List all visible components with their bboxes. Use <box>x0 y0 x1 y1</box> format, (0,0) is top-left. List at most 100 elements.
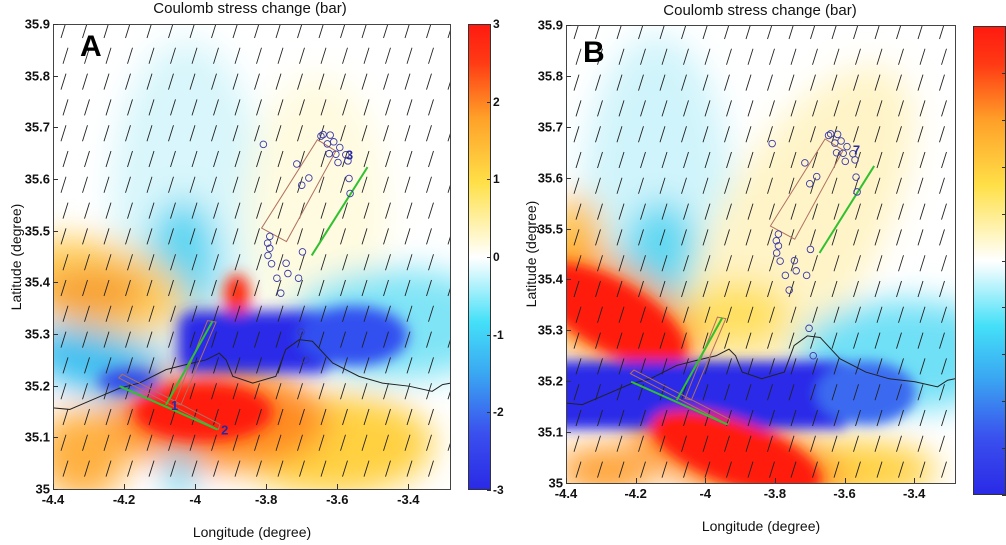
stress-axis-mark <box>747 409 754 427</box>
stress-axis-mark <box>745 435 752 452</box>
y-axis-label: Latitude (degree) <box>523 200 539 308</box>
stress-axis-mark <box>363 202 370 219</box>
stress-axis-mark <box>82 279 88 297</box>
stress-axis-mark <box>82 176 88 193</box>
stress-axis-mark <box>790 151 797 169</box>
stress-axis-mark <box>168 434 174 451</box>
stress-axis-mark <box>702 74 709 91</box>
stress-axis-mark <box>941 461 947 478</box>
earthquake-event-marker <box>839 149 847 157</box>
stress-axis-mark <box>232 125 239 142</box>
stress-axis-mark <box>833 461 840 478</box>
earthquake-event-marker <box>344 157 352 165</box>
stress-axis-mark <box>363 357 370 374</box>
stress-axis-mark <box>616 177 623 194</box>
stress-axis-mark <box>211 331 217 348</box>
stress-axis-mark <box>747 255 754 272</box>
stress-axis-mark <box>812 255 818 272</box>
y-tick-label: 35.4 <box>24 274 50 290</box>
stress-axis-mark <box>747 306 754 323</box>
stress-axis-mark <box>232 434 239 451</box>
x-tick-mark <box>844 478 846 483</box>
stress-axis-mark <box>810 126 816 143</box>
earthquake-event-marker <box>332 150 340 158</box>
stress-axis-mark <box>810 435 816 452</box>
stress-axis-mark <box>618 255 625 272</box>
stress-axis-mark <box>659 177 666 194</box>
stress-axis-mark <box>428 99 434 116</box>
stress-axis-mark <box>234 254 241 271</box>
stress-axis-mark <box>595 177 601 194</box>
stress-axis-mark <box>788 384 795 401</box>
stress-axis-mark <box>745 74 752 91</box>
stress-axis-mark <box>148 408 155 426</box>
stress-axis-mark <box>363 408 370 426</box>
stress-axis-mark <box>213 305 219 322</box>
stress-axis-mark <box>702 229 709 246</box>
stress-axis-mark <box>60 383 67 400</box>
fault-trace <box>165 320 214 406</box>
stress-axis-mark <box>404 176 411 193</box>
colorbar-tick-mark <box>1002 354 1006 356</box>
stress-axis-mark <box>361 279 368 297</box>
stress-axis-mark <box>831 435 838 452</box>
earthquake-event-marker <box>323 140 332 148</box>
y-tick-mark <box>566 25 571 26</box>
stress-axis-mark <box>919 409 926 427</box>
stress-axis-mark <box>833 255 840 272</box>
stress-axis-mark <box>363 305 370 322</box>
stress-axis-mark <box>168 73 174 90</box>
stress-axis-mark <box>833 203 840 220</box>
stress-axis-mark <box>275 73 282 90</box>
stress-axis-mark <box>769 461 775 478</box>
stress-axis-mark <box>876 255 883 272</box>
stress-axis-mark <box>340 434 346 451</box>
stress-axis-mark <box>876 203 883 220</box>
stress-axis-mark <box>573 229 580 246</box>
stress-axis-mark <box>595 332 601 349</box>
stress-axis-mark <box>406 357 413 374</box>
stress-axis-mark <box>60 73 67 90</box>
stress-axis-mark <box>876 461 883 478</box>
x-axis-label: Longitude (degree) <box>701 518 821 534</box>
stress-axis-mark <box>406 460 413 477</box>
stress-axis-mark <box>704 48 711 65</box>
stress-axis-mark <box>640 358 646 375</box>
stress-axis-mark <box>254 228 260 245</box>
colorbar-tick-mark <box>487 257 491 258</box>
stress-axis-mark <box>277 305 284 322</box>
stress-axis-mark <box>428 202 434 219</box>
stress-axis-mark <box>575 255 582 272</box>
stress-axis-mark <box>595 74 601 91</box>
stress-axis-mark <box>640 203 646 220</box>
colorbar-tick-mark <box>1002 260 1006 262</box>
colorbar-tick-label: -3 <box>493 483 504 497</box>
stress-axis-mark <box>148 99 155 116</box>
earthquake-event-marker <box>259 140 268 149</box>
stress-axis-mark <box>62 99 69 116</box>
earthquake-event-marker <box>776 257 784 265</box>
stress-axis-mark <box>661 255 668 272</box>
stress-axis-mark <box>234 47 241 64</box>
stress-axis-mark <box>404 125 411 142</box>
stress-axis-mark <box>575 306 582 323</box>
stress-axis-mark <box>82 125 88 142</box>
stress-axis-mark <box>919 358 926 375</box>
stress-axis-mark <box>275 125 282 142</box>
stress-axis-mark <box>853 126 859 143</box>
stress-axis-mark <box>704 461 711 478</box>
stress-axis-mark <box>406 408 413 426</box>
earthquake-event-marker <box>293 160 301 168</box>
stress-axis-mark <box>277 99 284 116</box>
stress-axis-mark <box>168 331 174 348</box>
stress-axis-mark <box>404 434 411 451</box>
stress-axis-mark <box>385 202 391 219</box>
stress-axis-mark <box>385 150 391 168</box>
x-tick-label: -4.2 <box>624 486 647 501</box>
stress-axis-mark <box>575 151 582 169</box>
stress-axis-mark <box>939 126 945 143</box>
stress-axis-mark <box>62 460 69 477</box>
stress-axis-mark <box>361 383 368 400</box>
stress-axis-mark <box>404 331 411 348</box>
stress-axis-mark <box>595 229 601 246</box>
